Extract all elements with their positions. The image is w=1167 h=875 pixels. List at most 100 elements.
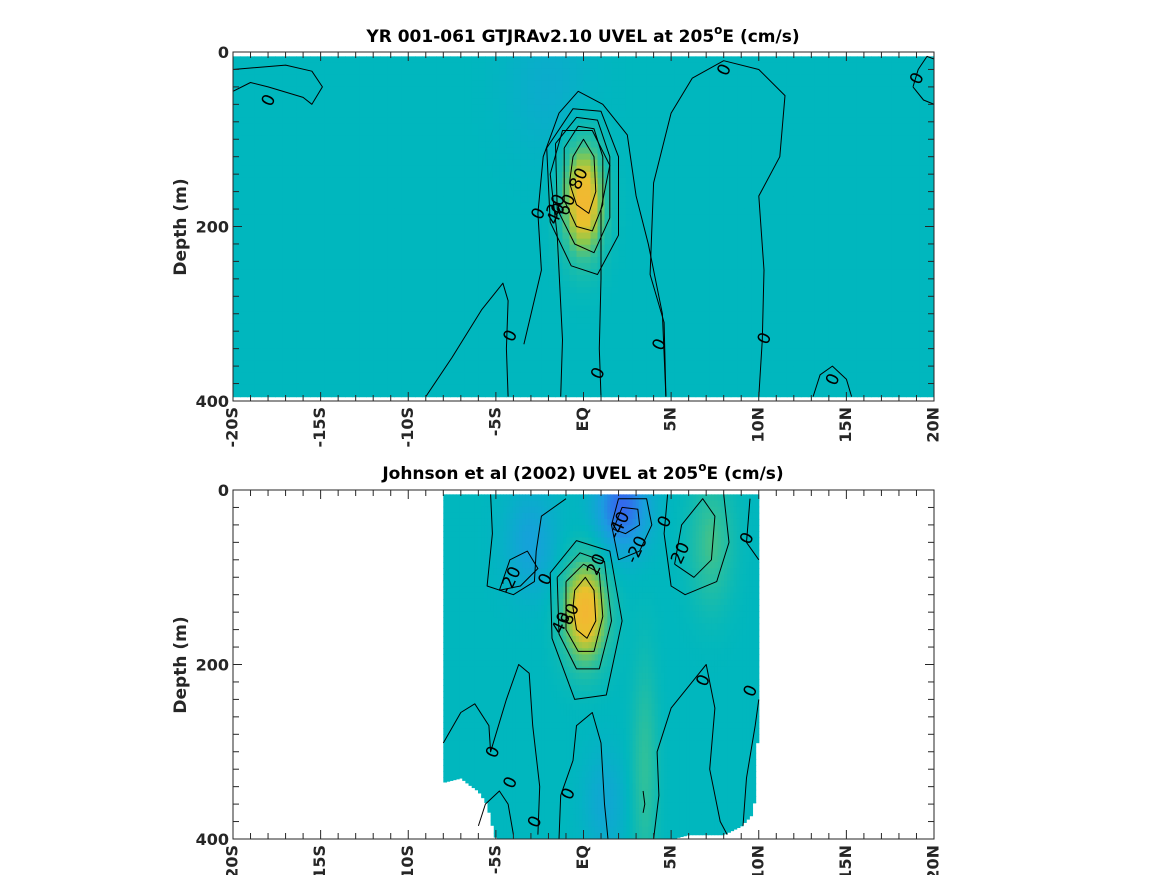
heatmap-cell [625, 244, 634, 252]
heatmap-cell [471, 153, 479, 161]
heatmap-cell [422, 299, 430, 307]
heatmap-cell [401, 250, 409, 258]
heatmap-cell [373, 171, 381, 179]
heatmap-cell [317, 354, 325, 361]
heatmap-cell [639, 250, 648, 258]
heatmap-cell [744, 220, 753, 228]
heatmap-cell [261, 299, 269, 307]
heatmap-cell [282, 147, 290, 155]
heatmap-cell [555, 299, 564, 307]
heatmap-cell [562, 135, 571, 143]
heatmap-cell [499, 250, 507, 258]
heatmap-cell [254, 232, 262, 240]
heatmap-cell [688, 202, 697, 209]
heatmap-cell [317, 147, 325, 155]
heatmap-cell [527, 98, 536, 106]
heatmap-cell [758, 360, 767, 367]
heatmap-cell [604, 262, 613, 270]
heatmap-cell [240, 74, 248, 82]
heatmap-cell [478, 232, 486, 240]
heatmap-cell [583, 378, 592, 386]
heatmap-cell [800, 250, 809, 258]
heatmap-cell [254, 250, 262, 258]
heatmap-cell [807, 98, 816, 106]
heatmap-cell [380, 329, 388, 337]
heatmap-cell [695, 135, 704, 143]
heatmap-cell [387, 177, 395, 185]
heatmap-cell [555, 147, 564, 155]
heatmap-cell [681, 220, 690, 228]
heatmap-cell [779, 299, 788, 307]
heatmap-cell [772, 92, 781, 100]
heatmap-cell [646, 348, 655, 355]
heatmap-cell [597, 293, 606, 301]
heatmap-cell [590, 177, 599, 185]
heatmap-cell [660, 214, 669, 222]
heatmap-cell [359, 354, 367, 361]
heatmap-cell [520, 354, 529, 361]
heatmap-cell [646, 123, 655, 130]
heatmap-cell [268, 117, 276, 124]
heatmap-cell [688, 135, 697, 143]
heatmap-cell [800, 335, 809, 343]
heatmap-cell [737, 329, 746, 337]
heatmap-cell [716, 111, 725, 118]
heatmap-cell [464, 196, 472, 203]
heatmap-cell [338, 56, 346, 64]
heatmap-cell [625, 329, 634, 337]
heatmap-cell [744, 62, 753, 70]
heatmap-cell [443, 244, 451, 252]
heatmap-cell [506, 256, 514, 264]
heatmap-cell [422, 177, 430, 185]
heatmap-cell [625, 196, 634, 203]
heatmap-cell [513, 74, 522, 82]
heatmap-cell [366, 80, 374, 88]
heatmap-cell [415, 348, 423, 355]
heatmap-cell [702, 183, 711, 191]
heatmap-cell [401, 372, 409, 380]
heatmap-cell [366, 372, 374, 380]
heatmap-cell [702, 341, 711, 349]
heatmap-cell [366, 244, 374, 252]
heatmap-cell [464, 299, 472, 307]
heatmap-cell [646, 141, 655, 149]
heatmap-cell [464, 269, 472, 276]
heatmap-cell [310, 117, 318, 124]
heatmap-cell [380, 183, 388, 191]
heatmap-cell [366, 287, 374, 294]
heatmap-cell [317, 269, 325, 276]
heatmap-cell [842, 135, 851, 143]
heatmap-cell [464, 354, 472, 361]
heatmap-cell [408, 348, 416, 355]
heatmap-cell [492, 135, 500, 143]
heatmap-cell [821, 335, 830, 343]
heatmap-cell [254, 348, 262, 355]
heatmap-cell [751, 378, 760, 386]
heatmap-cell [541, 208, 550, 215]
heatmap-cell [716, 86, 725, 94]
heatmap-cell [492, 171, 500, 179]
heatmap-cell [296, 141, 304, 149]
heatmap-cell [261, 80, 269, 88]
heatmap-cell [653, 250, 662, 258]
heatmap-cell [254, 299, 262, 307]
heatmap-cell [590, 171, 599, 179]
heatmap-cell [674, 360, 683, 367]
heatmap-cell [247, 256, 255, 264]
heatmap-cell [681, 354, 690, 361]
heatmap-cell [289, 165, 297, 173]
heatmap-cell [233, 104, 241, 112]
heatmap-cell [814, 202, 823, 209]
heatmap-cell [611, 74, 620, 82]
heatmap-cell [303, 384, 311, 392]
heatmap-cell [709, 287, 718, 294]
heatmap-cell [765, 311, 774, 319]
heatmap-cell [674, 74, 683, 82]
heatmap-cell [765, 214, 774, 222]
heatmap-cell [723, 317, 732, 325]
heatmap-cell [443, 226, 451, 234]
heatmap-cell [401, 220, 409, 228]
heatmap-cell [709, 366, 718, 373]
heatmap-cell [723, 384, 732, 392]
heatmap-cell [520, 165, 529, 173]
